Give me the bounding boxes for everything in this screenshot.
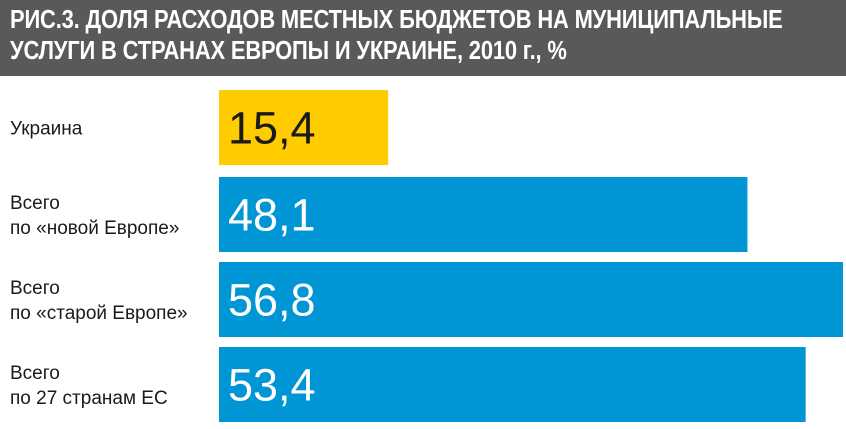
bar-value-label: 15,4	[228, 103, 316, 154]
bar	[219, 347, 806, 422]
bar-value-label: 56,8	[228, 275, 316, 326]
category-label: Всего	[10, 363, 60, 384]
bar	[219, 90, 389, 165]
bar-value-label: 48,1	[228, 190, 316, 241]
category-label: по «старой Европе»	[10, 303, 188, 324]
chart-title-bar: РИС.3. ДОЛЯ РАСХОДОВ МЕСТНЫХ БЮДЖЕТОВ НА…	[0, 0, 846, 76]
bar	[219, 177, 748, 252]
category-label: Всего	[10, 193, 60, 214]
bar	[219, 262, 843, 337]
category-label: Украина	[10, 119, 83, 140]
chart-title: РИС.3. ДОЛЯ РАСХОДОВ МЕСТНЫХ БЮДЖЕТОВ НА…	[10, 6, 783, 65]
category-label: по 27 странам ЕС	[10, 388, 168, 409]
category-label: по «новой Европе»	[10, 218, 179, 239]
bar-value-label: 53,4	[228, 360, 316, 411]
category-label: Всего	[10, 278, 60, 299]
